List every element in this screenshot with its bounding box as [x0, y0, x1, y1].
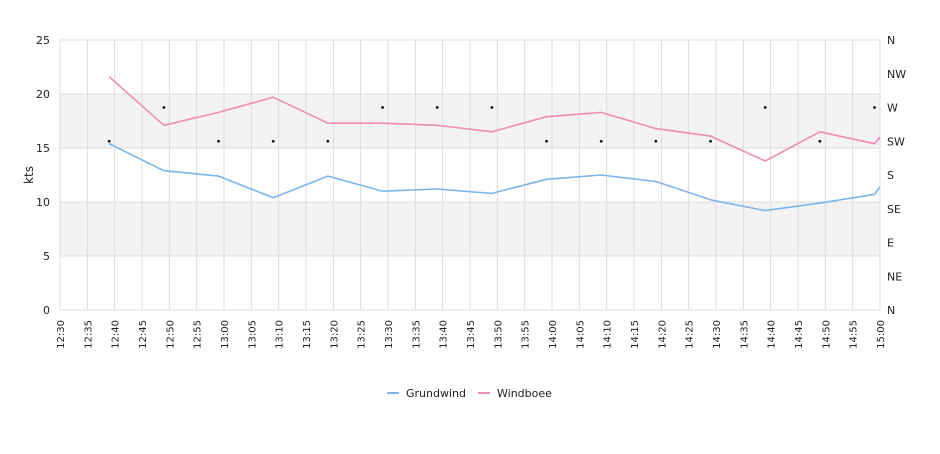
direction-tick-label: SW [887, 135, 905, 148]
x-tick-label: 14:50 [821, 320, 832, 349]
direction-tick-label: NE [887, 270, 902, 283]
direction-marker [435, 106, 439, 109]
x-tick-label: 12:45 [138, 320, 149, 349]
legend-label-windboee: Windboee [497, 387, 552, 400]
x-tick-label: 14:30 [712, 320, 723, 349]
x-tick-label: 15:00 [876, 320, 887, 349]
direction-marker [818, 139, 822, 143]
direction-marker [763, 106, 767, 109]
x-tick-label: 14:40 [767, 320, 778, 349]
x-tick-label: 12:55 [193, 320, 204, 349]
legend-label-grundwind: Grundwind [406, 387, 466, 400]
direction-marker [709, 139, 712, 143]
series-line-windboee [108, 76, 881, 162]
x-tick-label: 12:35 [83, 320, 94, 349]
x-tick-label: 14:25 [685, 320, 696, 349]
y-axis-label: kts [22, 166, 36, 184]
legend: Grundwind Windboee [387, 387, 552, 400]
direction-tick-label: S [887, 169, 894, 182]
x-tick-label: 13:30 [384, 320, 395, 349]
direction-tick-label: N [887, 34, 895, 47]
y-tick-label: 20 [36, 88, 50, 101]
grid-lines [59, 39, 881, 311]
direction-tick-label: NW [887, 68, 906, 81]
direction-marker [654, 139, 658, 143]
x-tick-label: 13:35 [411, 320, 422, 349]
direction-markers [107, 106, 876, 143]
direction-marker [271, 139, 275, 143]
x-tick-label: 13:15 [302, 320, 313, 349]
direction-tick-label: E [887, 237, 894, 250]
direction-marker [873, 106, 876, 109]
series-line-grundwind [108, 142, 881, 212]
x-tick-label: 13:20 [329, 320, 340, 349]
x-tick-label: 13:00 [220, 320, 231, 349]
direction-marker [107, 139, 111, 143]
direction-tick-label: W [887, 102, 898, 115]
x-tick-label: 12:50 [165, 320, 176, 349]
x-tick-label: 14:05 [575, 320, 586, 349]
direction-marker [326, 139, 330, 143]
x-tick-label: 14:15 [630, 320, 641, 349]
direction-marker [545, 139, 548, 143]
direction-marker [599, 139, 603, 143]
x-tick-label: 13:10 [275, 320, 286, 349]
direction-marker [381, 106, 384, 109]
direction-marker [490, 106, 494, 109]
x-tick-label: 14:35 [739, 320, 750, 349]
y-tick-label: 5 [43, 250, 50, 263]
direction-marker [162, 106, 166, 109]
x-tick-label: 14:10 [603, 320, 614, 349]
x-axis-ticks: 12:30 12:35 12:40 12:45 12:50 12:55 13:00 13:05… [56, 320, 887, 349]
direction-axis-ticks: N NE E SE S SW W NW N [887, 34, 906, 317]
x-tick-label: 13:05 [247, 320, 258, 349]
direction-tick-label: N [887, 304, 895, 317]
x-tick-label: 14:55 [849, 320, 860, 349]
x-tick-label: 14:00 [548, 320, 559, 349]
x-tick-label: 13:25 [357, 320, 368, 349]
x-tick-label: 13:50 [493, 320, 504, 349]
y-axis-ticks: 0 5 10 15 20 25 [36, 34, 50, 317]
x-tick-label: 13:40 [439, 320, 450, 349]
x-tick-label: 14:45 [794, 320, 805, 349]
y-tick-label: 25 [36, 34, 50, 47]
direction-tick-label: SE [887, 203, 901, 216]
x-tick-label: 12:30 [56, 320, 67, 349]
x-tick-label: 13:45 [466, 320, 477, 349]
y-tick-label: 15 [36, 142, 50, 155]
x-tick-label: 14:20 [657, 320, 668, 349]
series-lines [108, 76, 881, 212]
y-tick-label: 10 [36, 196, 50, 209]
x-tick-label: 12:40 [111, 320, 122, 349]
x-tick-label: 13:55 [521, 320, 532, 349]
y-tick-label: 0 [43, 304, 50, 317]
direction-marker [217, 139, 220, 143]
